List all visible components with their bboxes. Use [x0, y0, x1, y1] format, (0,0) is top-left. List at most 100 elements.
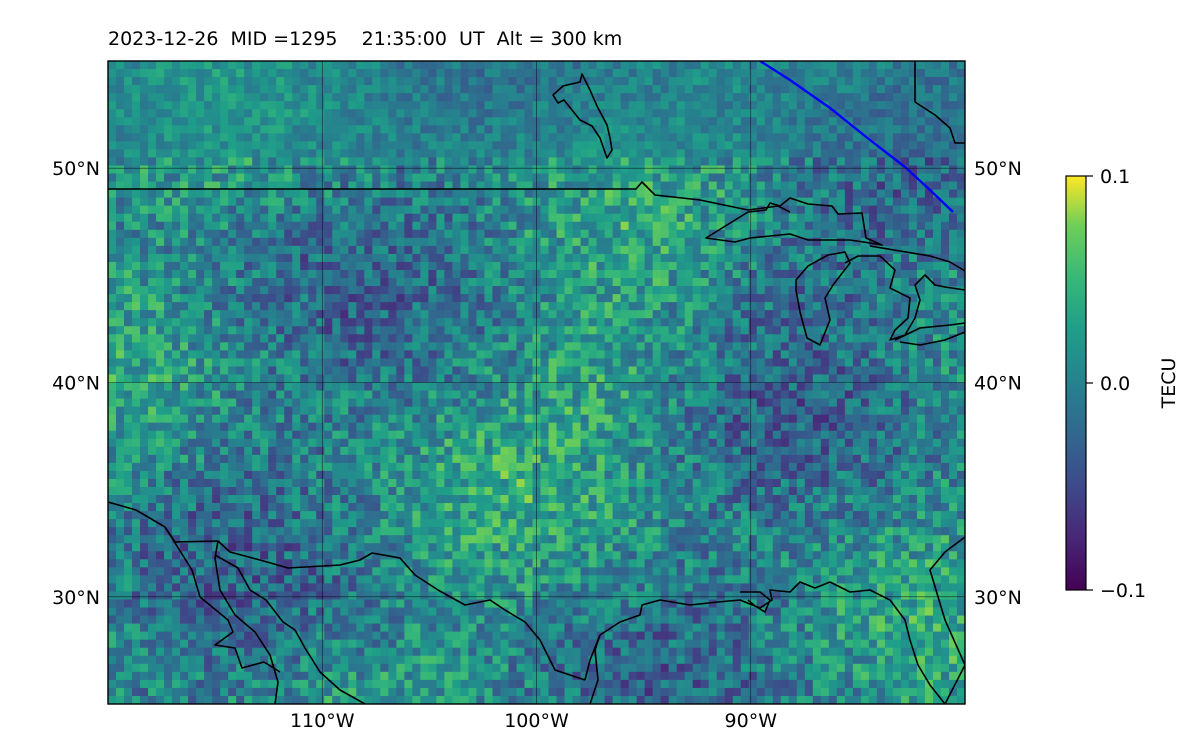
tec-cell — [500, 85, 510, 94]
tec-cell — [164, 398, 173, 408]
tec-cell — [308, 93, 317, 102]
tec-cell — [396, 157, 405, 167]
tec-cell — [220, 197, 229, 207]
tec-cell — [620, 229, 630, 239]
tec-cell — [676, 189, 686, 199]
tec-cell — [844, 85, 854, 94]
tec-cell — [276, 382, 285, 392]
tec-cell — [148, 125, 157, 134]
tec-cell — [716, 181, 726, 191]
tec-cell — [708, 374, 718, 384]
tec-cell — [548, 310, 558, 319]
tec-cell — [956, 302, 965, 311]
tec-cell — [884, 414, 894, 424]
tec-cell — [788, 85, 798, 94]
tec-cell — [572, 213, 582, 223]
tec-cell — [516, 93, 526, 102]
tec-cell — [108, 245, 117, 255]
tec-cell — [412, 69, 421, 78]
tec-cell — [204, 286, 213, 295]
tec-cell — [148, 358, 157, 368]
tec-cell — [436, 77, 445, 86]
tec-cell — [516, 414, 526, 424]
tec-cell — [764, 406, 774, 416]
tec-cell — [692, 93, 702, 102]
tec-cell — [884, 157, 894, 167]
tec-cell — [236, 93, 245, 102]
tec-cell — [236, 350, 245, 359]
tec-cell — [932, 294, 942, 303]
tec-cell — [460, 101, 470, 110]
tec-cell — [484, 157, 494, 167]
tec-cell — [484, 358, 494, 368]
tec-cell — [412, 93, 421, 102]
tec-cell — [588, 157, 598, 167]
tec-cell — [852, 398, 862, 408]
tec-cell — [884, 189, 894, 199]
tec-cell — [852, 422, 862, 432]
tec-cell — [268, 253, 277, 263]
tec-cell — [164, 422, 173, 432]
tec-cell — [252, 310, 261, 319]
tec-cell — [436, 133, 445, 142]
tec-cell — [772, 109, 782, 118]
tec-cell — [940, 398, 950, 408]
tec-cell — [804, 165, 814, 175]
tec-cell — [476, 69, 486, 78]
tec-cell — [436, 237, 445, 247]
tec-cell — [684, 398, 694, 408]
tec-cell — [484, 117, 494, 126]
tec-cell — [508, 382, 518, 392]
tec-cell — [364, 213, 373, 223]
tec-cell — [172, 414, 181, 424]
tec-cell — [500, 237, 510, 247]
tec-cell — [644, 398, 654, 408]
tec-cell — [564, 141, 574, 151]
tec-cell — [492, 101, 502, 110]
tec-cell — [356, 197, 365, 207]
tec-cell — [540, 149, 550, 159]
tec-cell — [380, 125, 389, 134]
tec-cell — [700, 302, 710, 311]
tec-cell — [684, 101, 694, 110]
tec-cell — [228, 157, 237, 167]
tec-cell — [316, 422, 325, 432]
tec-cell — [724, 350, 734, 359]
tec-cell — [452, 334, 462, 343]
tec-cell — [820, 149, 830, 159]
tec-cell — [316, 101, 325, 110]
tec-cell — [572, 245, 582, 255]
tec-cell — [372, 318, 381, 327]
tec-cell — [404, 350, 413, 359]
tec-cell — [212, 286, 221, 295]
tec-cell — [172, 229, 181, 239]
tec-cell — [868, 366, 878, 376]
tec-cell — [692, 382, 702, 392]
tec-cell — [804, 414, 814, 424]
tec-cell — [932, 69, 942, 78]
tec-cell — [588, 430, 598, 440]
tec-cell — [836, 109, 846, 118]
tec-cell — [748, 229, 758, 239]
tec-cell — [588, 366, 598, 376]
tec-cell — [636, 326, 646, 335]
tec-cell — [428, 414, 437, 424]
tec-cell — [692, 278, 702, 287]
tec-cell — [636, 430, 646, 440]
tec-cell — [644, 326, 654, 335]
tec-cell — [196, 109, 205, 118]
tec-cell — [700, 269, 710, 279]
tec-cell — [108, 358, 117, 368]
tec-cell — [812, 253, 822, 263]
tec-cell — [820, 221, 830, 231]
tec-cell — [236, 422, 245, 432]
tec-cell — [148, 213, 157, 223]
tec-cell — [548, 117, 558, 126]
tec-cell — [372, 157, 381, 167]
tec-cell — [836, 117, 846, 126]
tec-cell — [316, 350, 325, 359]
tec-cell — [604, 157, 614, 167]
tec-cell — [932, 109, 942, 118]
tec-cell — [116, 430, 125, 440]
tec-cell — [748, 334, 758, 343]
